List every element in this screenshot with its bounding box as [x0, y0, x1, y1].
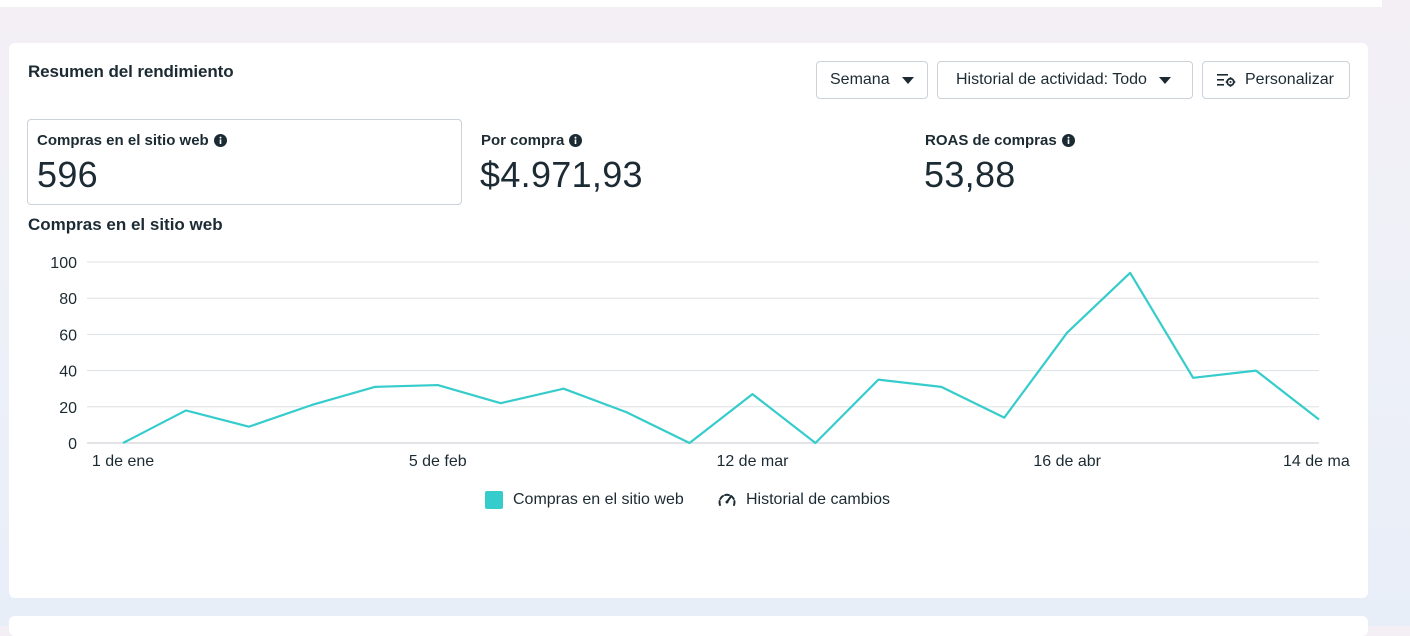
metric-card-website-purchases[interactable]: Compras en el sitio web 596	[27, 119, 462, 205]
metric-label-row: Compras en el sitio web	[37, 132, 227, 149]
metric-label: ROAS de compras	[925, 132, 1057, 149]
x-tick-label: 16 de abr	[1033, 453, 1101, 470]
legend-label: Compras en el sitio web	[513, 491, 684, 509]
caret-down-icon	[1159, 77, 1171, 84]
page-title: Resumen del rendimiento	[28, 62, 234, 82]
metric-card-purchase-roas[interactable]: ROAS de compras 53,88	[915, 119, 1345, 205]
y-tick-label: 0	[68, 436, 77, 453]
legend-item-website-purchases[interactable]: Compras en el sitio web	[485, 491, 684, 509]
customize-settings-icon	[1216, 72, 1236, 88]
y-tick-label: 100	[50, 255, 77, 272]
period-dropdown[interactable]: Semana	[816, 61, 928, 99]
customize-label: Personalizar	[1245, 71, 1334, 89]
y-tick-label: 60	[59, 327, 77, 344]
metric-value: $4.971,93	[480, 154, 643, 196]
y-tick-label: 40	[59, 364, 77, 381]
chart-title: Compras en el sitio web	[28, 215, 223, 235]
metric-value: 596	[37, 154, 98, 196]
info-icon[interactable]	[569, 134, 582, 147]
period-label: Semana	[830, 71, 890, 89]
metric-label-row: ROAS de compras	[925, 132, 1075, 149]
x-tick-label: 5 de feb	[409, 453, 467, 470]
metric-label: Por compra	[481, 132, 564, 149]
metric-card-cost-per-purchase[interactable]: Por compra $4.971,93	[471, 119, 901, 205]
activity-history-dropdown[interactable]: Historial de actividad: Todo	[937, 61, 1193, 99]
customize-button[interactable]: Personalizar	[1202, 61, 1350, 99]
caret-down-icon	[902, 77, 914, 84]
metric-label: Compras en el sitio web	[37, 132, 209, 149]
info-icon[interactable]	[214, 134, 227, 147]
performance-summary-card: Resumen del rendimiento Semana Historial…	[9, 43, 1368, 598]
legend-item-change-history[interactable]: Historial de cambios	[717, 491, 890, 509]
x-tick-label: 12 de mar	[716, 453, 789, 470]
top-strip	[0, 0, 1382, 7]
next-card	[9, 616, 1368, 636]
activity-label: Historial de actividad: Todo	[956, 71, 1147, 89]
legend-label: Historial de cambios	[746, 491, 890, 509]
line-chart: 0 20 40 60 80 100 1 de ene 5 de feb 12 de mar 16 …	[9, 243, 1350, 483]
x-tick-label: 1 de ene	[92, 453, 154, 470]
gauge-icon	[717, 491, 737, 509]
metric-value: 53,88	[924, 154, 1016, 196]
y-tick-label: 20	[59, 400, 77, 417]
info-icon[interactable]	[1062, 134, 1075, 147]
x-tick-label: 14 de may	[1283, 453, 1350, 470]
series-color-swatch	[485, 491, 503, 509]
y-tick-label: 80	[59, 291, 77, 308]
metric-label-row: Por compra	[481, 132, 582, 149]
